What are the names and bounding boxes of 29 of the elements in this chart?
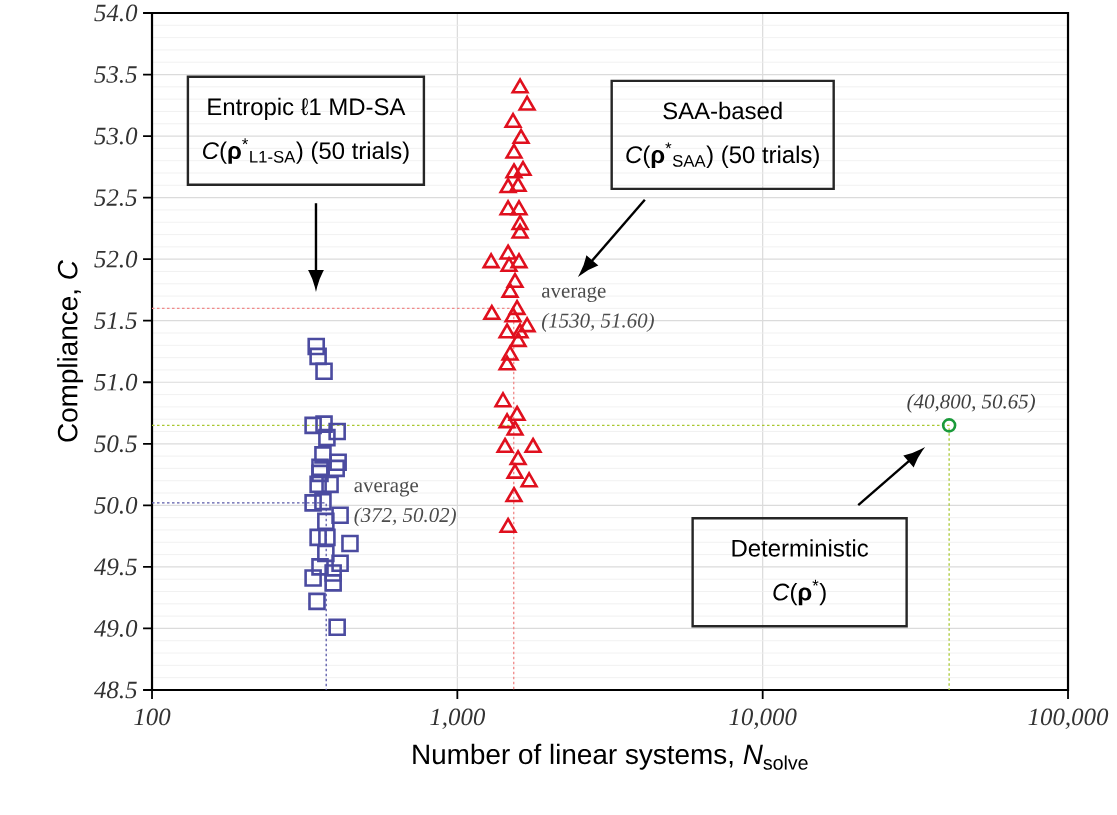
annotation: (372, 50.02) <box>354 507 456 527</box>
y-tick-label: 50.5 <box>94 435 137 453</box>
y-tick-label: 52.5 <box>94 189 137 207</box>
y-axis-title: Compliance, C <box>57 259 84 442</box>
annotation: SAA-based <box>663 101 782 120</box>
annotation: average <box>541 286 606 303</box>
y-tick-label: 51.5 <box>94 312 137 330</box>
x-tick-label: 100,000 <box>1028 708 1109 729</box>
y-tick-label: 52.0 <box>94 250 138 268</box>
y-tick-label: 53.0 <box>94 127 138 145</box>
y-tick-label: 53.5 <box>94 66 137 83</box>
annotation: C(ρ$^{*}$) <box>773 579 826 606</box>
y-tick-label: 48.5 <box>94 681 137 699</box>
y-tick-label: 50.0 <box>94 496 138 514</box>
annotation: (40,800, 50.65) <box>907 393 1035 413</box>
x-tick-label: 100 <box>134 708 171 726</box>
annotation: (1530, 51.60) <box>541 312 654 332</box>
annotation: C(ρ$^{*}$$_{SAA}$) (50 trials) <box>626 142 819 168</box>
y-tick-label: 54.0 <box>94 4 138 22</box>
y-tick-label: 49.0 <box>94 619 138 637</box>
x-tick-label: 1,000 <box>430 708 486 729</box>
annotation: average <box>354 481 419 497</box>
y-tick-label: 49.5 <box>94 558 137 576</box>
annotation: Deterministic <box>732 539 869 557</box>
x-tick-label: 10,000 <box>729 708 797 729</box>
annotation: Entropic ℓ1 MD-SA <box>208 97 406 121</box>
y-tick-label: 51.0 <box>94 373 138 391</box>
annotation: C(ρ$^{*}$$_{L1-SA}$) (50 trials) <box>203 138 409 164</box>
x-axis-title: Number of linear systems, N$_{solve}$ <box>413 743 808 770</box>
